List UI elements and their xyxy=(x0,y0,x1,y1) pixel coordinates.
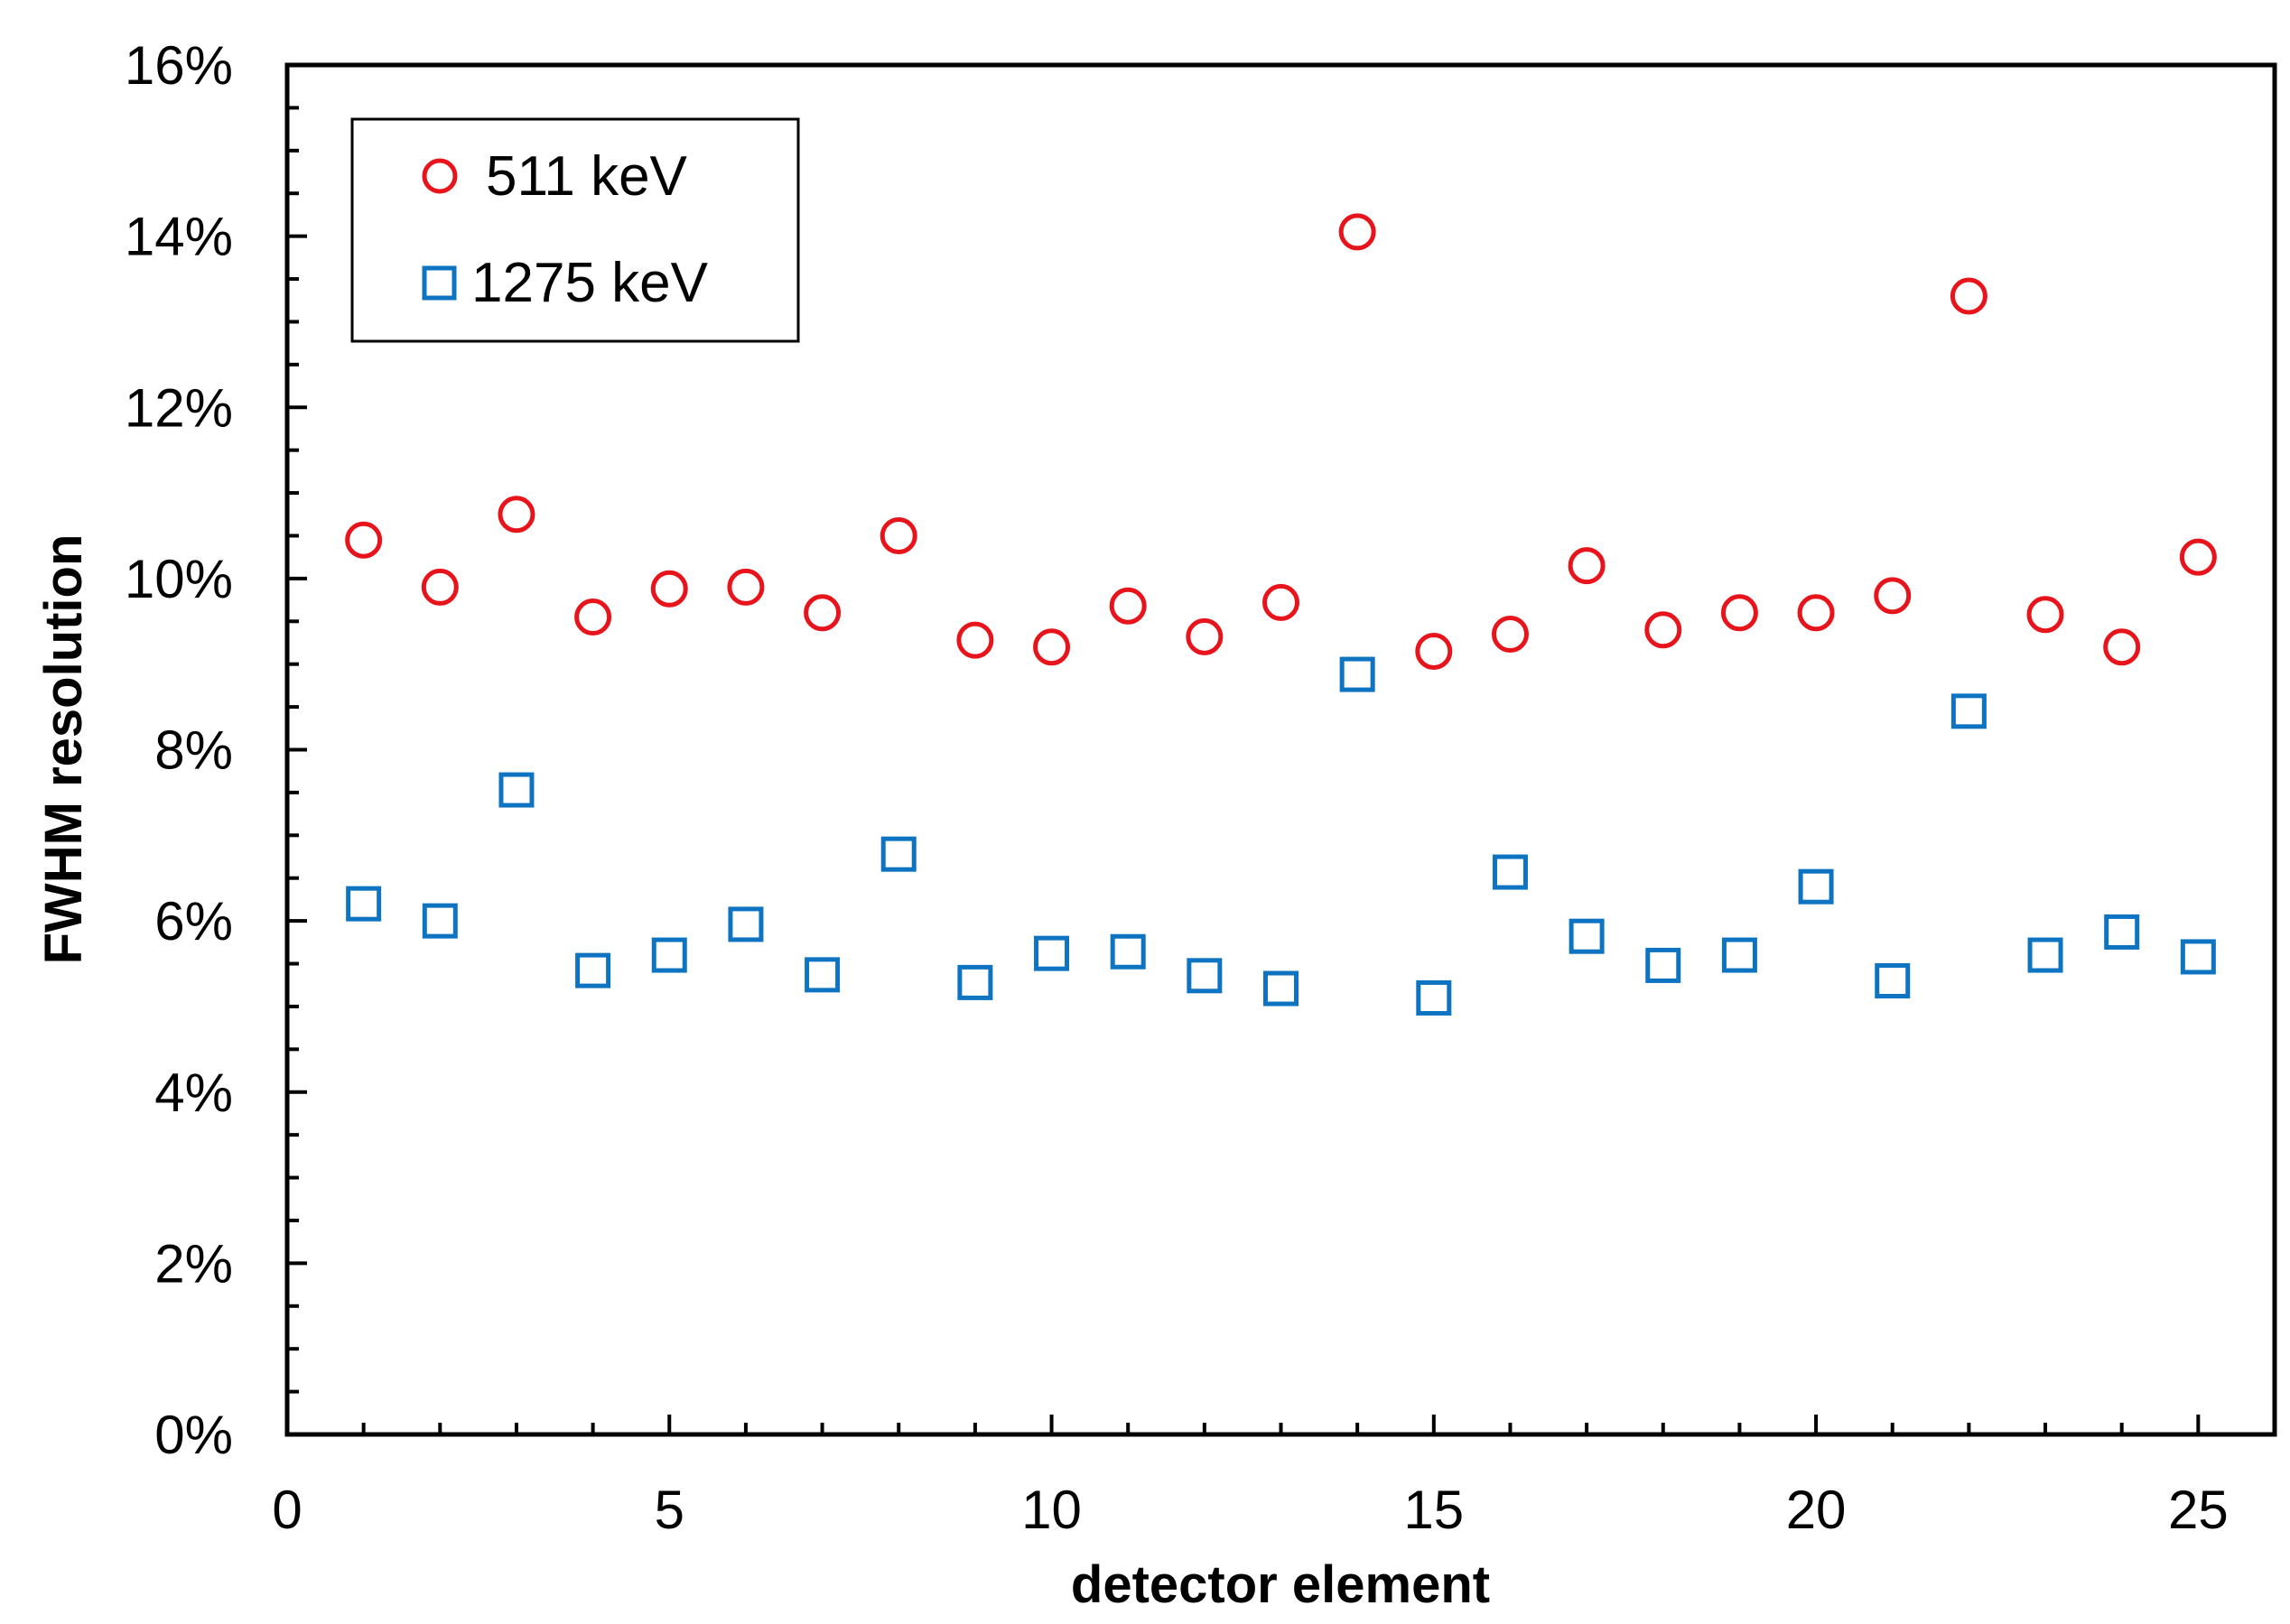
data-point-511-kev xyxy=(2026,596,2064,634)
data-point-1275-kev xyxy=(1798,868,1834,905)
y-tick-label: 16% xyxy=(125,35,233,96)
data-point-511-kev xyxy=(1415,632,1453,670)
data-point-511-kev xyxy=(1033,628,1071,666)
y-axis-title: FWHM resolution xyxy=(34,534,93,965)
data-point-511-kev xyxy=(2103,628,2141,666)
y-tick-label: 10% xyxy=(125,549,233,609)
data-point-511-kev xyxy=(804,594,842,632)
y-tick-label: 6% xyxy=(154,891,233,951)
data-point-1275-kev xyxy=(1645,947,1681,983)
data-point-1275-kev xyxy=(805,957,841,993)
legend-label-1275-kev: 1275 keV xyxy=(471,252,709,314)
data-point-511-kev xyxy=(1950,277,1987,315)
x-tick-label: 0 xyxy=(272,1480,302,1540)
data-point-1275-kev xyxy=(346,886,382,922)
data-point-1275-kev xyxy=(651,937,687,973)
data-point-1275-kev xyxy=(2027,937,2063,973)
data-point-511-kev xyxy=(1186,617,1224,655)
data-point-511-kev xyxy=(1874,577,1912,615)
legend-label-511-kev: 511 keV xyxy=(486,145,688,208)
data-point-511-kev xyxy=(1109,587,1147,625)
data-point-511-kev xyxy=(1644,611,1682,649)
data-point-1275-kev xyxy=(422,903,458,939)
data-point-511-kev xyxy=(956,621,994,659)
x-tick-label: 25 xyxy=(2168,1480,2229,1540)
x-tick-label: 15 xyxy=(1403,1480,1464,1540)
legend-marker-1275-kev xyxy=(422,265,457,301)
data-point-511-kev xyxy=(421,568,459,606)
data-point-511-kev xyxy=(345,521,383,559)
plot-area-frame xyxy=(284,62,2277,1437)
data-point-1275-kev xyxy=(2180,939,2216,975)
legend-marker-511-kev xyxy=(422,158,458,194)
data-point-1275-kev xyxy=(880,836,917,872)
data-point-511-kev xyxy=(1797,594,1835,632)
data-point-511-kev xyxy=(574,599,612,636)
series-1275-kev xyxy=(346,656,2216,1016)
data-point-1275-kev xyxy=(1339,656,1375,692)
y-tick-label: 12% xyxy=(125,377,233,438)
data-point-1275-kev xyxy=(728,906,764,942)
data-point-1275-kev xyxy=(1034,935,1070,971)
data-point-1275-kev xyxy=(957,964,993,1000)
data-point-1275-kev xyxy=(1721,937,1757,973)
x-tick-label: 20 xyxy=(1786,1480,1847,1540)
data-point-1275-kev xyxy=(1492,854,1528,890)
data-point-511-kev xyxy=(880,516,917,554)
x-tick-label: 5 xyxy=(655,1480,684,1540)
data-point-1275-kev xyxy=(1187,958,1223,994)
y-tick-label: 14% xyxy=(125,207,233,267)
data-point-511-kev xyxy=(650,570,688,608)
data-point-1275-kev xyxy=(1110,933,1146,970)
data-point-1275-kev xyxy=(1875,962,1911,998)
data-point-511-kev xyxy=(1491,616,1529,654)
data-point-1275-kev xyxy=(575,952,611,988)
x-tick-label: 10 xyxy=(1021,1480,1082,1540)
legend: 511 keV 1275 keV xyxy=(350,117,800,343)
y-tick-label: 0% xyxy=(154,1405,233,1465)
data-point-511-kev xyxy=(1568,547,1606,585)
x-axis-tick-labels: 0 5 10 15 20 25 xyxy=(272,1480,2228,1540)
data-point-1275-kev xyxy=(2104,914,2140,950)
data-point-511-kev xyxy=(2179,538,2217,576)
data-point-511-kev xyxy=(727,568,765,606)
data-point-511-kev xyxy=(1338,213,1376,251)
legend-box xyxy=(350,117,800,343)
data-series xyxy=(345,213,2217,1016)
y-tick-label: 4% xyxy=(154,1063,233,1123)
data-point-1275-kev xyxy=(1263,970,1299,1007)
data-point-1275-kev xyxy=(1416,979,1452,1016)
data-point-511-kev xyxy=(498,496,535,534)
data-point-511-kev xyxy=(1720,594,1758,632)
x-axis-title: detector element xyxy=(1071,1555,1490,1614)
data-point-1275-kev xyxy=(1569,918,1605,954)
series-511-kev xyxy=(345,213,2217,670)
data-point-1275-kev xyxy=(1950,693,1987,729)
data-point-511-kev xyxy=(1262,583,1299,621)
y-tick-label: 2% xyxy=(154,1233,233,1294)
y-axis-tick-labels: 0% 2% 4% 6% 8% 10% 12% 14% 16% xyxy=(125,35,233,1465)
y-tick-label: 8% xyxy=(154,720,233,781)
data-point-1275-kev xyxy=(498,772,535,808)
